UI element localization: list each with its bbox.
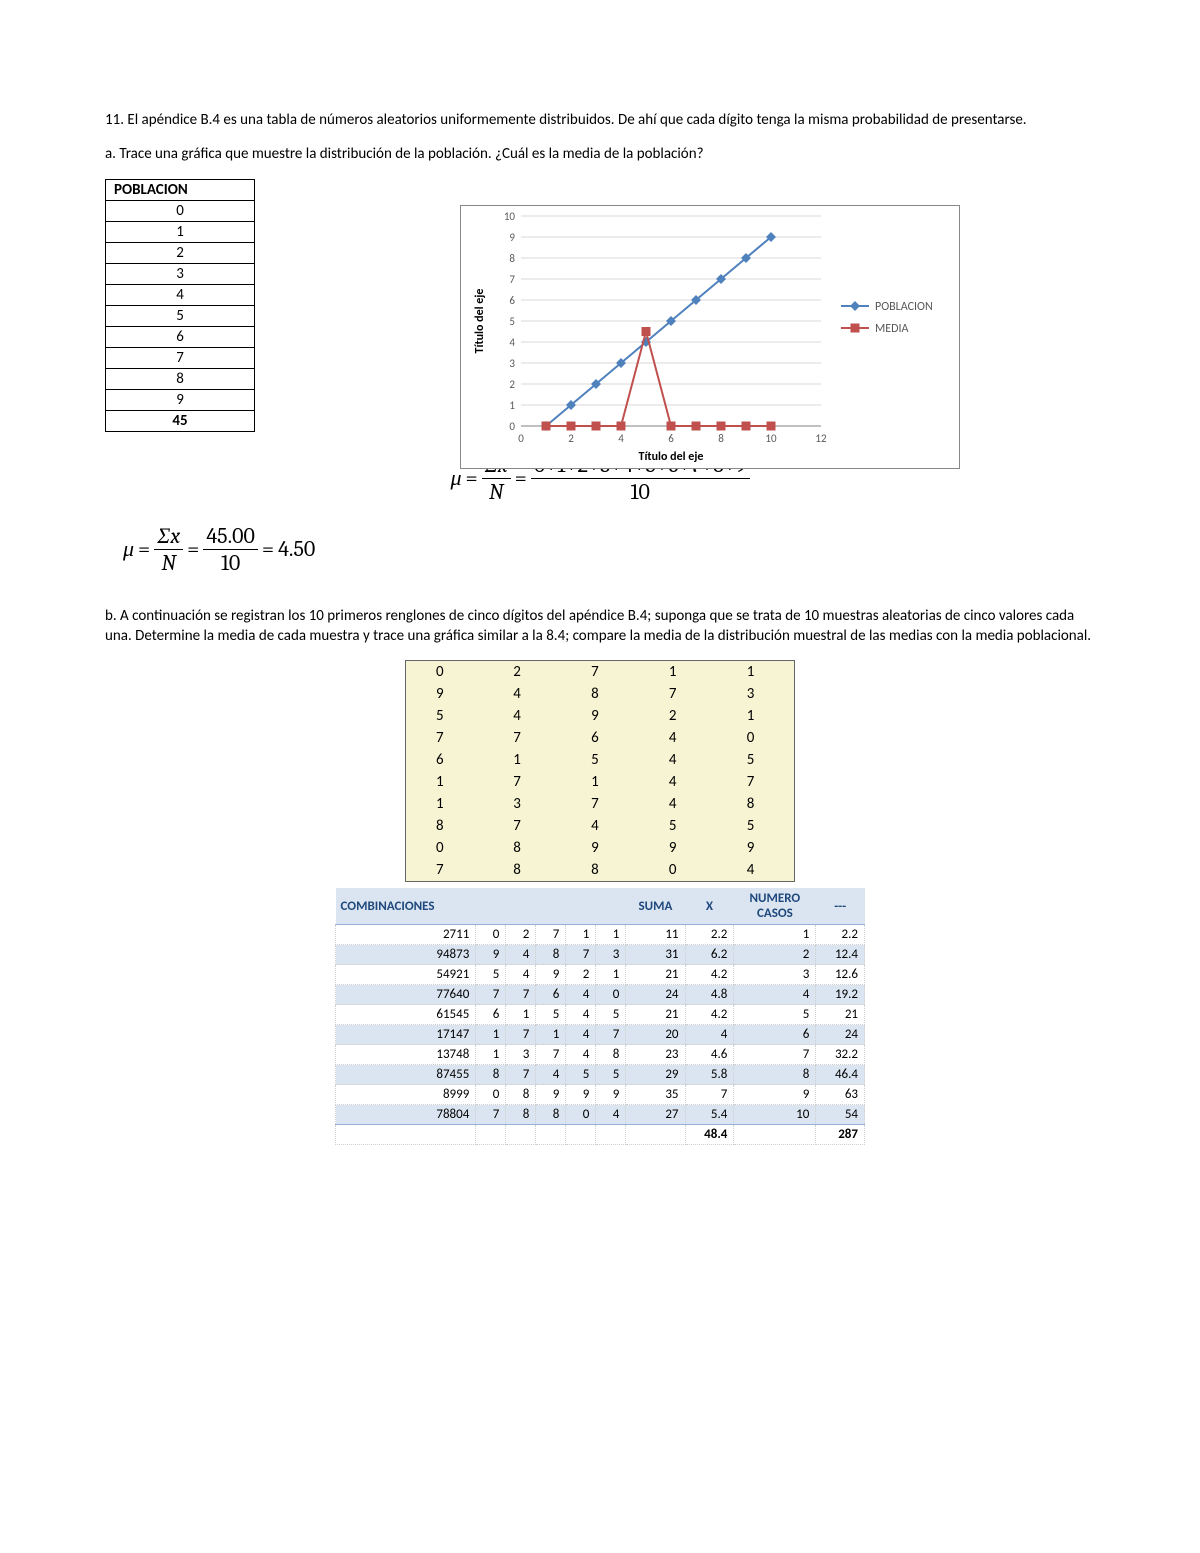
population-chart: 012345678910024681012Título del ejeTítul… (460, 205, 960, 469)
svg-text:0: 0 (518, 432, 524, 445)
svg-text:3: 3 (509, 357, 515, 370)
svg-text:9: 9 (509, 231, 515, 244)
formula-2: μ= Σx N = 45.00 10 = 4.50 (123, 523, 1095, 576)
digits-table: 0271194873549217764061545171471374887455… (405, 660, 795, 882)
svg-text:2: 2 (568, 432, 574, 445)
svg-text:MEDIA: MEDIA (875, 322, 909, 336)
poblacion-table: POBLACION 0 1 2 3 4 5 6 7 8 9 45 (105, 179, 255, 432)
svg-text:4: 4 (618, 432, 624, 445)
svg-text:Título del eje: Título del eje (639, 450, 704, 464)
svg-text:0: 0 (509, 420, 515, 433)
svg-text:8: 8 (509, 252, 515, 265)
svg-text:1: 1 (509, 399, 515, 412)
poblacion-total: 45 (106, 410, 255, 431)
svg-text:8: 8 (718, 432, 724, 445)
svg-text:10: 10 (765, 432, 777, 445)
question-11: 11. El apéndice B.4 es una tabla de núme… (105, 110, 1095, 130)
poblacion-header: POBLACION (106, 179, 255, 200)
question-11a: a. Trace una gráfica que muestre la dist… (105, 144, 1095, 164)
svg-text:2: 2 (509, 378, 515, 391)
svg-text:6: 6 (668, 432, 674, 445)
svg-text:12: 12 (815, 432, 827, 445)
svg-text:POBLACION: POBLACION (875, 300, 933, 314)
question-11b: b. A continuación se registran los 10 pr… (105, 606, 1095, 647)
svg-text:10: 10 (504, 210, 516, 223)
svg-text:6: 6 (509, 294, 515, 307)
svg-text:5: 5 (509, 315, 515, 328)
combinaciones-table: COMBINACIONESSUMAXNUMEROCASOS---27110271… (335, 888, 865, 1145)
svg-text:7: 7 (509, 273, 515, 286)
svg-text:Título del eje: Título del eje (473, 289, 487, 354)
svg-text:4: 4 (509, 336, 515, 349)
